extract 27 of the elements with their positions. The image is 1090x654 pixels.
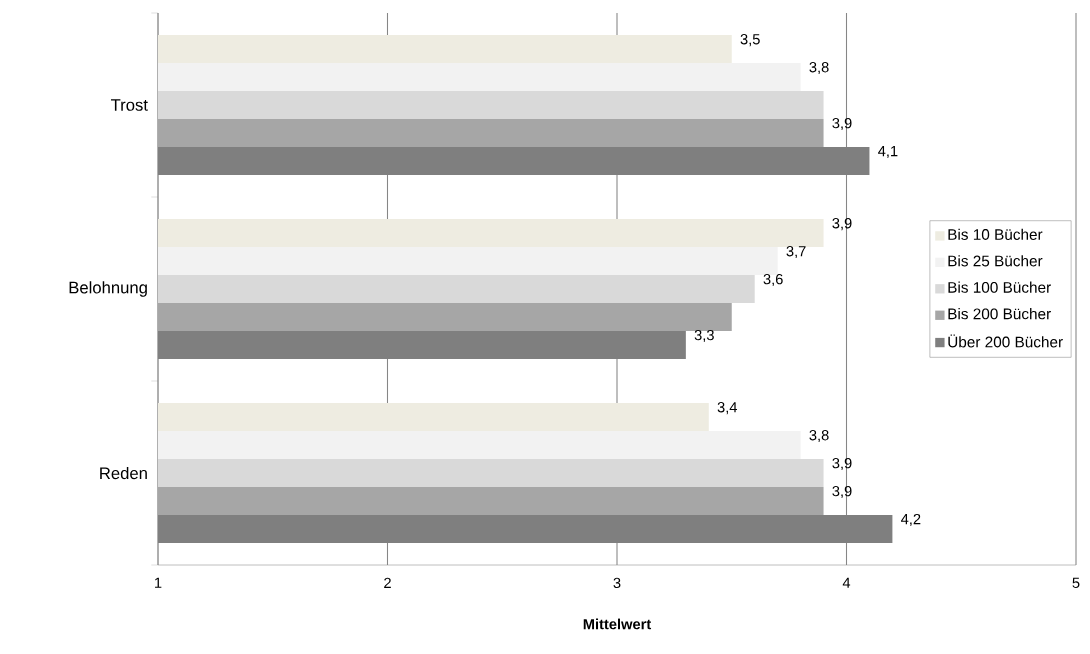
y-tick-label: Trost [110,99,148,111]
legend-label: Bis 200 Bücher [948,308,1051,320]
legend-label: Bis 25 Bücher [948,255,1043,267]
data-label: 4,1 [878,146,898,159]
data-label: 3,3 [694,329,714,343]
data-label: 4,2 [901,513,921,527]
legend-label: Bis 10 Bücher [948,228,1043,240]
legend-label: Bis 100 Bücher [948,281,1051,293]
x-tick-label: 1 [155,577,162,588]
data-label: 3,9 [832,485,852,499]
data-label: 3,4 [717,402,738,415]
x-tick-label: 3 [613,577,621,589]
data-label: 3,6 [763,273,783,287]
y-tick-label: Reden [100,466,147,480]
x-axis-title: Mittelwert [583,618,652,630]
data-label: 3,9 [832,218,852,231]
data-label: 3,5 [740,34,760,47]
legend-label: Über 200 Bücher [948,334,1063,348]
x-tick-label: 4 [842,577,851,588]
data-label: 3,7 [786,246,806,259]
data-label: 3,8 [809,62,829,75]
data-label: 3,9 [832,457,852,471]
y-tick-label: Belohnung [69,281,147,297]
x-tick-label: 2 [384,577,391,588]
data-label: 3,8 [809,430,829,443]
x-tick-label: 5 [1072,577,1080,588]
data-label: 3,9 [832,117,852,131]
